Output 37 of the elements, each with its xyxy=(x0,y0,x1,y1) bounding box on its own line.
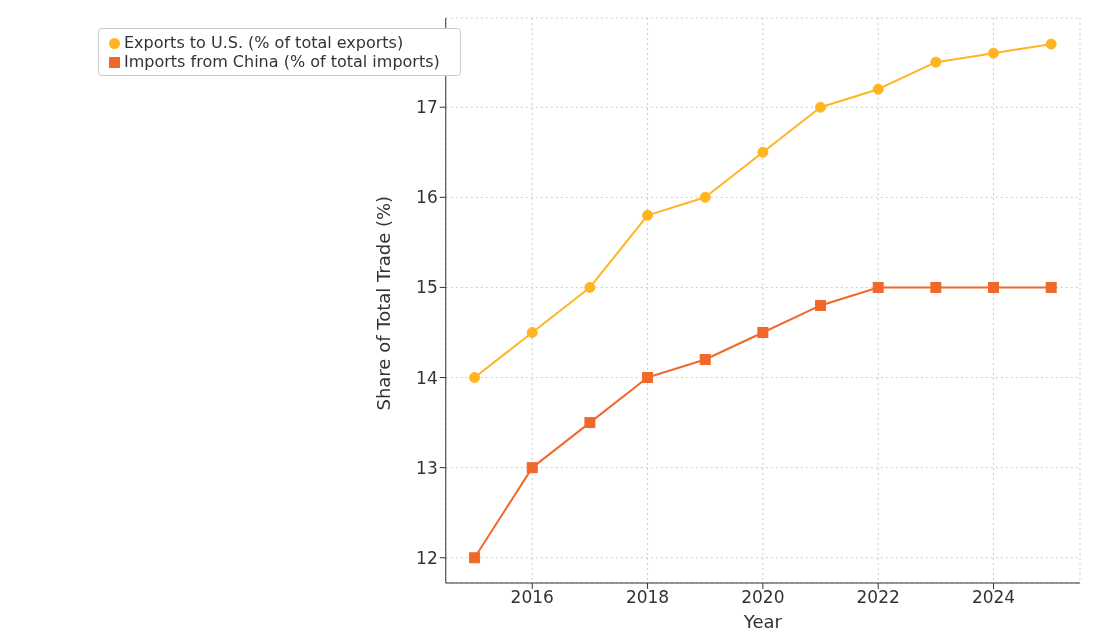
point xyxy=(757,146,769,158)
point xyxy=(584,281,596,293)
point xyxy=(584,417,596,429)
point xyxy=(642,372,654,384)
point xyxy=(469,372,481,384)
point xyxy=(988,281,1000,293)
point xyxy=(699,191,711,203)
point xyxy=(988,47,1000,59)
x-axis-title: Year xyxy=(742,610,783,632)
point xyxy=(526,462,538,474)
point xyxy=(815,299,827,311)
x-tick-label: 2018 xyxy=(625,587,670,608)
point xyxy=(1045,281,1057,293)
y-tick-label: 14 xyxy=(416,367,438,388)
y-axis-title: Share of Total Trade (%) xyxy=(373,195,395,411)
point xyxy=(815,101,827,113)
legend-label: Exports to U.S. (% of total exports) xyxy=(124,33,404,52)
y-tick-label: 13 xyxy=(416,457,438,478)
legend-label: Imports from China (% of total imports) xyxy=(124,52,440,71)
y-tick-label: 12 xyxy=(416,547,438,568)
x-tick-label: 2016 xyxy=(510,587,554,608)
point xyxy=(1045,38,1057,50)
y-tick-label: 15 xyxy=(416,277,438,298)
point xyxy=(526,326,538,338)
x-tick-label: 2020 xyxy=(741,587,785,608)
point xyxy=(757,326,769,338)
point xyxy=(930,56,942,68)
y-tick-label: 16 xyxy=(416,187,438,208)
point xyxy=(930,281,942,293)
x-tick-label: 2022 xyxy=(856,587,900,608)
x-tick-label: 2024 xyxy=(971,587,1016,608)
point xyxy=(872,83,884,95)
point xyxy=(469,552,481,564)
point xyxy=(872,281,884,293)
point xyxy=(642,209,654,221)
point xyxy=(699,354,711,366)
y-tick-label: 17 xyxy=(416,97,438,118)
